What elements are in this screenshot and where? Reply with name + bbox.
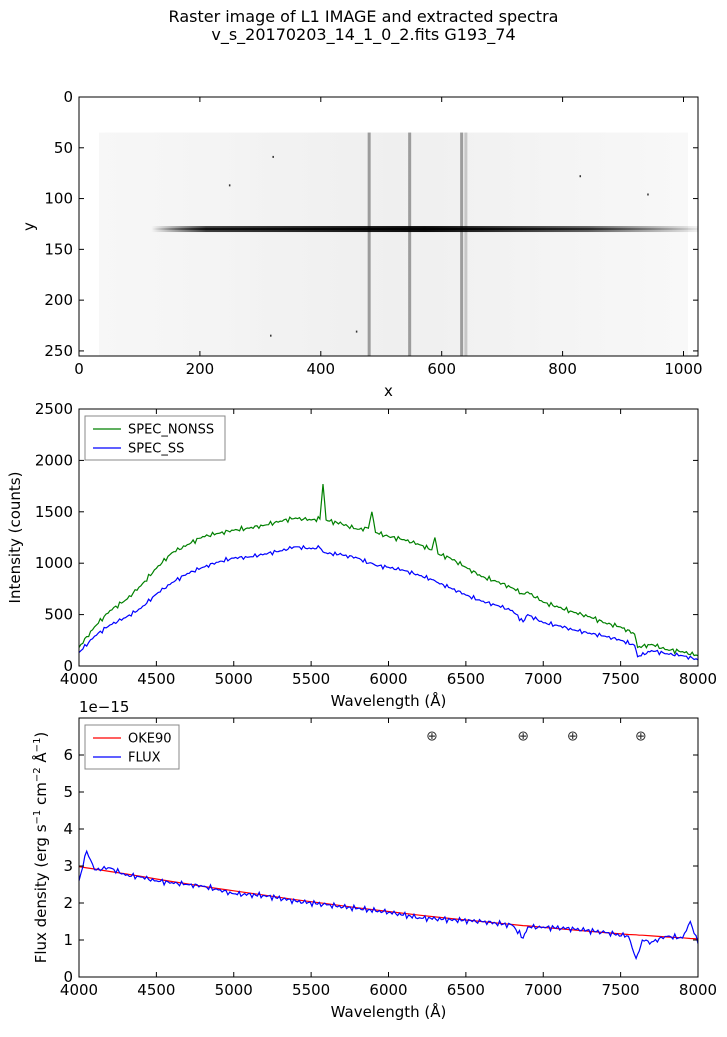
- x-tick-label: 4000: [60, 670, 98, 688]
- hot-pixel: [647, 193, 649, 196]
- hot-pixel: [270, 334, 272, 337]
- y-tick-label: 0: [63, 657, 73, 675]
- telluric-marker: ⊕: [567, 729, 579, 745]
- x-tick-label: 0: [74, 360, 84, 378]
- y-tick-label: 200: [44, 291, 73, 309]
- raster-image-panel: 0 200 400 600 800 1000 0 50 100 150 200 250 x y: [20, 88, 703, 400]
- sky-line: [460, 132, 464, 356]
- telluric-marker: ⊕: [635, 729, 647, 745]
- x-tick-label: 6000: [369, 981, 407, 999]
- spectrum-trace-core: [151, 228, 698, 231]
- series-line-flux: [78, 849, 699, 961]
- sky-line: [367, 132, 371, 356]
- y-tick-label: 250: [44, 342, 73, 360]
- x-tick-label: 1000: [664, 360, 702, 378]
- legend-label: SPEC_SS: [128, 442, 184, 457]
- y-tick-label: 2000: [35, 451, 73, 469]
- x-tick-label: 200: [186, 360, 215, 378]
- x-tick-label: 6500: [447, 981, 485, 999]
- series-line-oke90: [78, 866, 699, 940]
- x-tick-label: 8000: [679, 981, 717, 999]
- x-tick-label: 8000: [679, 670, 717, 688]
- x-tick-label: 5000: [215, 670, 253, 688]
- y-tick-label: 150: [44, 240, 73, 258]
- figure-title-line1: Raster image of L1 IMAGE and extracted s…: [168, 7, 559, 26]
- legend-label: FLUX: [128, 751, 161, 766]
- legend-label: OKE90: [128, 732, 172, 747]
- x-axis-label: Wavelength (Å): [331, 691, 447, 710]
- y-axis-label: Intensity (counts): [6, 472, 24, 604]
- x-tick-label: 400: [306, 360, 335, 378]
- y-axis-label: Flux density (erg s−1 cm−2 Å−1): [31, 732, 50, 964]
- hot-pixel: [272, 155, 274, 158]
- hot-pixel: [355, 330, 358, 333]
- x-tick-label: 600: [427, 360, 456, 378]
- y-tick-label: 2: [63, 894, 73, 912]
- y-tick-label: 100: [44, 190, 73, 208]
- x-tick-label: 5000: [215, 981, 253, 999]
- x-tick-label: 7500: [602, 670, 640, 688]
- y-offset-label: 1e−15: [79, 698, 129, 716]
- sky-line: [464, 132, 468, 356]
- x-tick-label: 7500: [602, 981, 640, 999]
- y-tick-label: 1: [63, 931, 73, 949]
- series-line-spec-nonss: [78, 483, 699, 657]
- x-tick-label: 6500: [447, 670, 485, 688]
- y-tick-label: 50: [54, 139, 73, 157]
- y-tick-label: 5: [63, 783, 73, 801]
- x-tick-label: 6000: [369, 670, 407, 688]
- y-tick-label: 0: [63, 968, 73, 986]
- y-tick-label: 0: [63, 88, 73, 106]
- y-tick-label: 1500: [35, 503, 73, 521]
- y-tick-label: 2500: [35, 400, 73, 418]
- y-tick-label: 500: [44, 606, 73, 624]
- y-tick-label: 1000: [35, 554, 73, 572]
- illuminated-region: [99, 132, 688, 356]
- legend-box: [84, 724, 180, 770]
- counts-spectrum-panel: 4000 4500 5000 5500 6000 6500 7000 7500 8000 0 500…: [6, 400, 717, 710]
- x-axis-label: Wavelength (Å): [331, 1002, 447, 1021]
- x-tick-label: 7000: [524, 670, 562, 688]
- telluric-marker: ⊕: [517, 729, 529, 745]
- y-tick-label: 6: [63, 746, 73, 764]
- legend-box: [84, 415, 226, 461]
- telluric-marker: ⊕: [426, 729, 438, 745]
- x-tick-label: 5500: [292, 670, 330, 688]
- plot-frame: [78, 96, 699, 357]
- x-tick-label: 5500: [292, 981, 330, 999]
- y-tick-label: 3: [63, 857, 73, 875]
- x-tick-label: 4500: [137, 981, 175, 999]
- x-tick-label: 7000: [524, 981, 562, 999]
- x-tick-label: 800: [548, 360, 577, 378]
- x-axis-label: x: [384, 382, 393, 400]
- y-axis-label: y: [20, 222, 38, 231]
- x-tick-label: 4000: [60, 981, 98, 999]
- legend-label: SPEC_NONSS: [128, 423, 214, 438]
- figure-title-line2: v_s_20170203_14_1_0_2.fits G193_74: [211, 25, 516, 44]
- hot-pixel: [579, 175, 582, 178]
- y-tick-label: 4: [63, 820, 73, 838]
- hot-pixel: [228, 184, 231, 187]
- x-tick-label: 4500: [137, 670, 175, 688]
- series-line-spec-ss: [78, 544, 699, 661]
- flux-spectrum-panel: 4000 4500 5000 5500 6000 6500 7000 7500 8000 0 1 2 3…: [31, 698, 717, 1021]
- sky-line: [408, 132, 412, 356]
- plot-background: [79, 718, 698, 977]
